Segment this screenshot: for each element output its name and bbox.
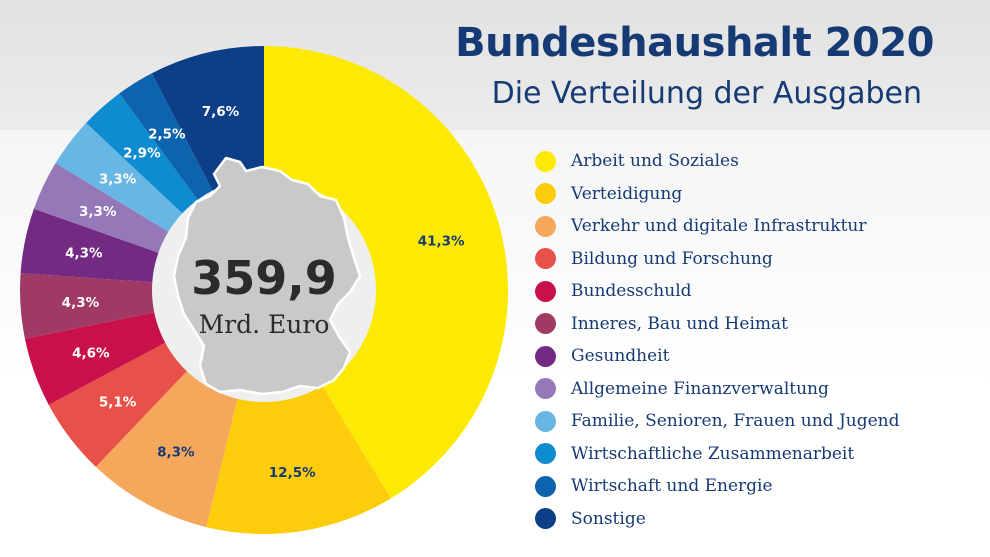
slice-label-1: 41,3% (418, 233, 465, 249)
total-value: 359,9 (191, 251, 337, 305)
slice-label-10: 2,9% (123, 145, 161, 161)
slice-label-2: 12,5% (269, 465, 316, 481)
legend: Arbeit und Soziales Verteidigung Verkehr u… (535, 145, 900, 535)
legend-label: Allgemeine Finanzverwaltung (571, 378, 829, 399)
slice-label-3: 8,3% (157, 445, 195, 461)
legend-item: Verkehr und digitale Infrastruktur (535, 210, 900, 243)
legend-item: Wirtschaft und Energie (535, 470, 900, 503)
legend-label: Arbeit und Soziales (571, 151, 739, 172)
slice-label-12: 7,6% (202, 104, 240, 120)
legend-label: Sonstige (571, 508, 646, 529)
slice-label-6: 4,3% (62, 295, 100, 311)
donut-slice-labels: 41,3% 12,5% 8,3% 5,1% 4,6% 4,3% 4,3% 3,3% 3,3% 2,… (62, 104, 465, 481)
slice-label-9: 3,3% (99, 172, 137, 188)
slice-label-8: 3,3% (79, 204, 117, 220)
legend-swatch (535, 475, 556, 497)
legend-swatch (535, 508, 556, 530)
legend-swatch (535, 248, 556, 270)
legend-item: Verteidigung (535, 178, 900, 211)
legend-swatch (535, 183, 556, 205)
legend-label: Bundesschuld (571, 281, 692, 302)
legend-label: Wirtschaftliche Zusammenarbeit (571, 443, 855, 464)
legend-label: Inneres, Bau und Heimat (571, 313, 788, 334)
total-unit: Mrd. Euro (199, 310, 330, 339)
legend-swatch (535, 378, 556, 400)
slice-label-11: 2,5% (148, 127, 186, 143)
legend-swatch (535, 313, 556, 335)
legend-label: Gesundheit (571, 346, 670, 367)
legend-label: Bildung und Forschung (571, 248, 773, 269)
legend-swatch (535, 345, 556, 367)
legend-swatch (535, 410, 556, 432)
legend-label: Verkehr und digitale Infrastruktur (571, 216, 867, 237)
legend-label: Wirtschaft und Energie (571, 476, 773, 497)
slice-label-7: 4,3% (65, 246, 103, 262)
legend-item: Inneres, Bau und Heimat (535, 308, 900, 341)
slice-label-5: 4,6% (72, 345, 110, 361)
legend-item: Wirtschaftliche Zusammenarbeit (535, 438, 900, 471)
legend-swatch (535, 443, 556, 465)
chart-subtitle: Die Verteilung der Ausgaben (491, 76, 922, 111)
legend-swatch (535, 280, 556, 302)
slice-label-4: 5,1% (99, 394, 137, 410)
legend-label: Verteidigung (571, 183, 683, 204)
chart-title: Bundeshaushalt 2020 (455, 20, 934, 66)
legend-label: Familie, Senioren, Frauen und Jugend (571, 411, 900, 432)
germany-map-shape (172, 156, 362, 396)
legend-item: Bildung und Forschung (535, 243, 900, 276)
legend-item: Familie, Senioren, Frauen und Jugend (535, 405, 900, 438)
legend-swatch (535, 150, 556, 172)
legend-item: Sonstige (535, 503, 900, 536)
legend-swatch (535, 215, 556, 237)
legend-item: Gesundheit (535, 340, 900, 373)
legend-item: Allgemeine Finanzverwaltung (535, 373, 900, 406)
legend-item: Bundesschuld (535, 275, 900, 308)
legend-item: Arbeit und Soziales (535, 145, 900, 178)
